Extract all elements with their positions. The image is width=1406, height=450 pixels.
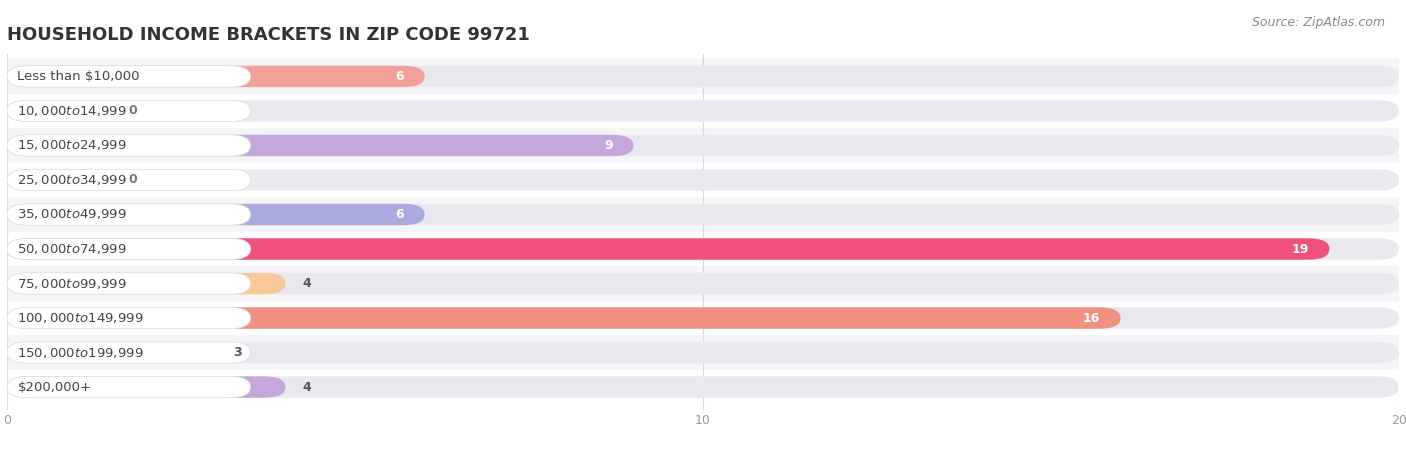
Bar	[7, 266, 1399, 301]
FancyBboxPatch shape	[7, 135, 1399, 156]
Text: $25,000 to $34,999: $25,000 to $34,999	[17, 173, 127, 187]
FancyBboxPatch shape	[7, 307, 1399, 329]
Text: 4: 4	[302, 277, 312, 290]
Text: $35,000 to $49,999: $35,000 to $49,999	[17, 207, 127, 221]
Text: $10,000 to $14,999: $10,000 to $14,999	[17, 104, 127, 118]
FancyBboxPatch shape	[7, 238, 250, 260]
Text: Source: ZipAtlas.com: Source: ZipAtlas.com	[1251, 16, 1385, 29]
FancyBboxPatch shape	[7, 100, 250, 122]
Text: 3: 3	[233, 346, 242, 359]
Text: $15,000 to $24,999: $15,000 to $24,999	[17, 139, 127, 153]
FancyBboxPatch shape	[7, 238, 1330, 260]
FancyBboxPatch shape	[7, 204, 1399, 225]
Text: 16: 16	[1083, 311, 1099, 324]
FancyBboxPatch shape	[7, 169, 1399, 191]
Text: $200,000+: $200,000+	[17, 381, 91, 394]
Text: 4: 4	[302, 381, 312, 394]
Bar	[7, 335, 1399, 370]
FancyBboxPatch shape	[7, 307, 250, 329]
FancyBboxPatch shape	[7, 342, 217, 363]
Bar	[7, 59, 1399, 94]
Text: HOUSEHOLD INCOME BRACKETS IN ZIP CODE 99721: HOUSEHOLD INCOME BRACKETS IN ZIP CODE 99…	[7, 26, 530, 44]
Bar	[7, 128, 1399, 163]
FancyBboxPatch shape	[7, 204, 250, 225]
FancyBboxPatch shape	[7, 273, 285, 294]
FancyBboxPatch shape	[7, 342, 250, 363]
Text: 0: 0	[129, 104, 138, 117]
Text: $150,000 to $199,999: $150,000 to $199,999	[17, 346, 143, 360]
Text: 0: 0	[129, 174, 138, 186]
FancyBboxPatch shape	[7, 66, 250, 87]
Text: 6: 6	[395, 208, 404, 221]
Text: 9: 9	[605, 139, 613, 152]
Bar	[7, 301, 1399, 335]
FancyBboxPatch shape	[7, 100, 1399, 122]
Text: 19: 19	[1291, 243, 1309, 256]
FancyBboxPatch shape	[7, 66, 1399, 87]
Text: $75,000 to $99,999: $75,000 to $99,999	[17, 276, 127, 291]
FancyBboxPatch shape	[7, 273, 1399, 294]
Bar	[7, 197, 1399, 232]
Bar	[7, 163, 1399, 197]
FancyBboxPatch shape	[7, 66, 425, 87]
FancyBboxPatch shape	[7, 376, 250, 398]
Bar	[7, 232, 1399, 266]
FancyBboxPatch shape	[7, 376, 1399, 398]
FancyBboxPatch shape	[7, 307, 1121, 329]
FancyBboxPatch shape	[7, 376, 285, 398]
FancyBboxPatch shape	[7, 342, 1399, 363]
Text: Less than $10,000: Less than $10,000	[17, 70, 141, 83]
FancyBboxPatch shape	[7, 238, 1399, 260]
Bar	[7, 94, 1399, 128]
FancyBboxPatch shape	[7, 204, 425, 225]
FancyBboxPatch shape	[7, 273, 250, 294]
Bar	[7, 370, 1399, 404]
Text: $50,000 to $74,999: $50,000 to $74,999	[17, 242, 127, 256]
Text: 6: 6	[395, 70, 404, 83]
FancyBboxPatch shape	[7, 169, 250, 191]
FancyBboxPatch shape	[7, 169, 111, 191]
FancyBboxPatch shape	[7, 100, 111, 122]
FancyBboxPatch shape	[7, 135, 250, 156]
Text: $100,000 to $149,999: $100,000 to $149,999	[17, 311, 143, 325]
FancyBboxPatch shape	[7, 135, 633, 156]
